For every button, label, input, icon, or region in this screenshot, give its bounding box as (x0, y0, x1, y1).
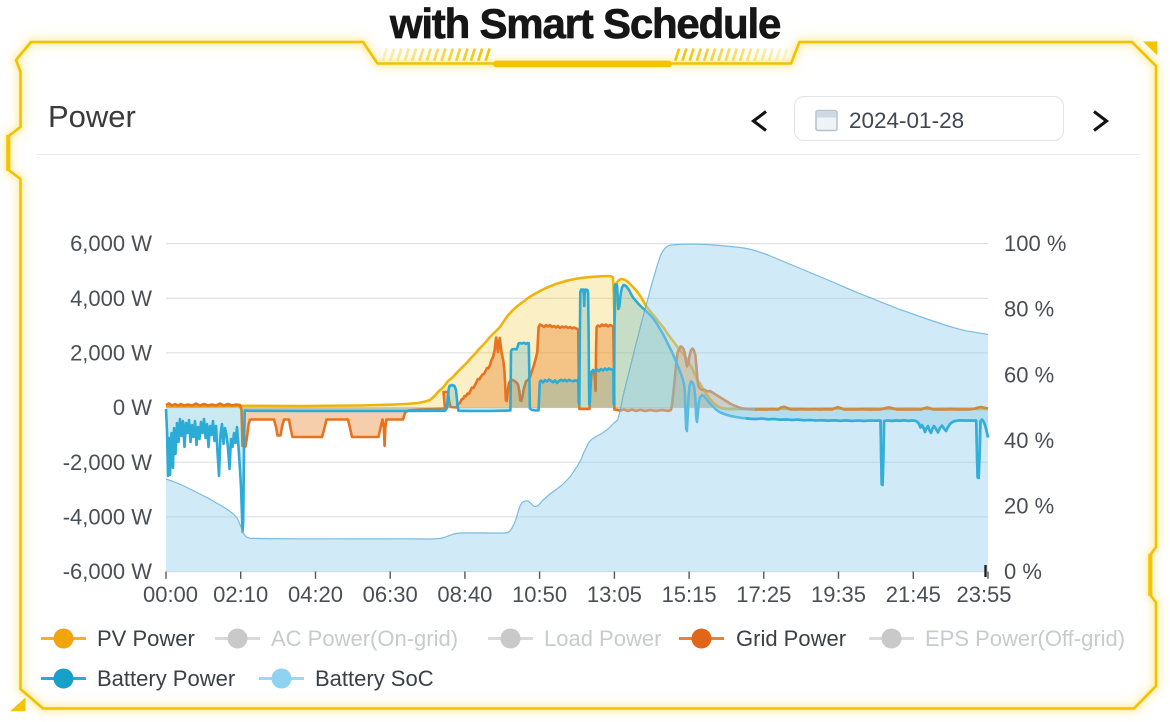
svg-text:40 %: 40 % (1004, 428, 1054, 453)
svg-text:Battery SoC: Battery SoC (315, 666, 434, 691)
svg-text:2,000 W: 2,000 W (70, 340, 152, 365)
svg-text:21:45: 21:45 (886, 582, 941, 607)
svg-text:04:20: 04:20 (288, 582, 343, 607)
svg-text:-6,000 W: -6,000 W (63, 559, 152, 584)
svg-text:100 %: 100 % (1004, 231, 1066, 256)
svg-text:13:05: 13:05 (587, 582, 642, 607)
svg-text:4,000 W: 4,000 W (70, 286, 152, 311)
svg-text:PV Power: PV Power (97, 626, 195, 651)
svg-text:02:10: 02:10 (213, 582, 268, 607)
svg-text:-4,000 W: -4,000 W (63, 504, 152, 529)
svg-text:60 %: 60 % (1004, 362, 1054, 387)
svg-text:10:50: 10:50 (512, 582, 567, 607)
svg-text:00:00: 00:00 (143, 582, 198, 607)
svg-text:Load Power: Load Power (544, 626, 661, 651)
svg-text:0 W: 0 W (113, 395, 152, 420)
svg-text:20 %: 20 % (1004, 494, 1054, 519)
svg-text:EPS Power(Off-grid): EPS Power(Off-grid) (925, 626, 1125, 651)
svg-text:17:25: 17:25 (736, 582, 791, 607)
svg-text:15:15: 15:15 (662, 582, 717, 607)
svg-text:-2,000 W: -2,000 W (63, 450, 152, 475)
svg-text:Grid Power: Grid Power (736, 626, 846, 651)
svg-text:AC Power(On-grid): AC Power(On-grid) (271, 626, 458, 651)
svg-text:06:30: 06:30 (363, 582, 418, 607)
svg-text:0 %: 0 % (1004, 559, 1042, 584)
svg-text:Battery Power: Battery Power (97, 666, 235, 691)
svg-text:19:35: 19:35 (811, 582, 866, 607)
svg-text:80 %: 80 % (1004, 297, 1054, 322)
svg-text:6,000 W: 6,000 W (70, 231, 152, 256)
svg-text:23:55: 23:55 (956, 582, 1011, 607)
svg-text:08:40: 08:40 (437, 582, 492, 607)
